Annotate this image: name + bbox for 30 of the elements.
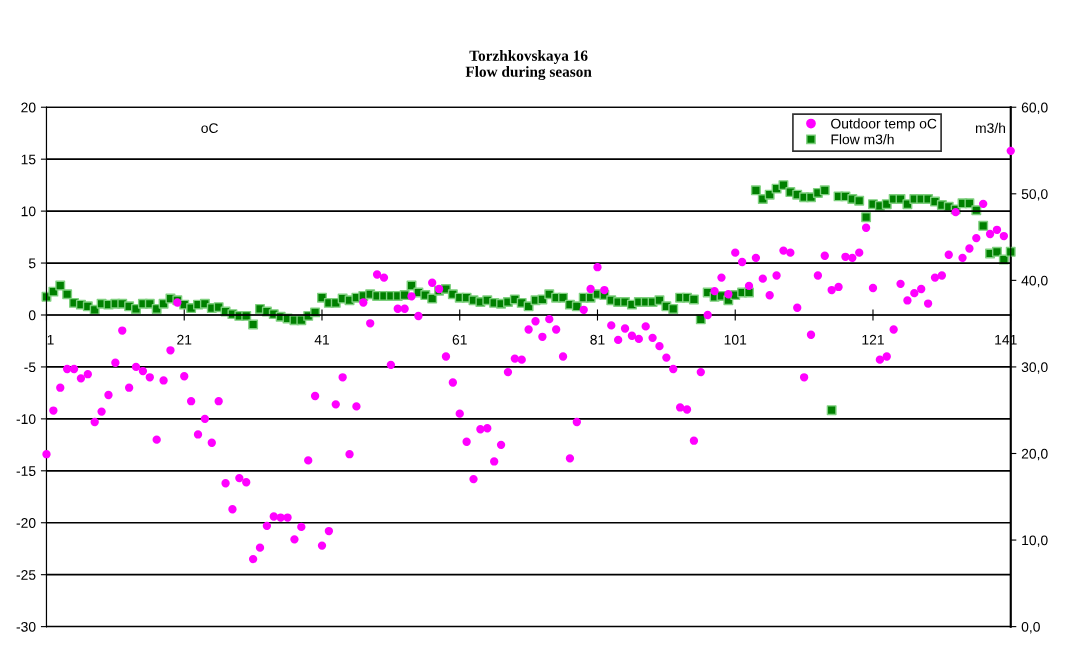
y-tick-label: 20 — [21, 102, 36, 113]
y-tick-label: 5 — [28, 258, 36, 269]
legend-label: Outdoor temp oC — [831, 118, 937, 132]
y-tick-label: -15 — [16, 466, 36, 476]
x-tick-label: 21 — [177, 334, 192, 345]
y2-tick-label: 50,0 — [1021, 189, 1048, 201]
y-tick-label: 0 — [28, 310, 36, 321]
y2-axis-title: m3/h — [975, 122, 1006, 134]
y-axis-title: oC — [201, 123, 218, 134]
y-tick-label: -20 — [16, 518, 36, 528]
x-tick-label: 121 — [862, 334, 884, 345]
y2-tick-label: 40,0 — [1021, 275, 1048, 288]
chart-title: Torzhkovskaya 16 Flow during season — [465, 50, 592, 81]
x-tick-label: 101 — [724, 334, 747, 345]
y-tick-label: -30 — [16, 621, 36, 632]
legend-label: Flow m3/h — [831, 134, 894, 145]
y2-tick-label: 60,0 — [1021, 102, 1048, 115]
y-tick-label: 15 — [21, 154, 36, 165]
y-tick-label: 10 — [21, 206, 36, 217]
x-tick-label: 41 — [314, 334, 330, 345]
y2-tick-label: 30,0 — [1021, 362, 1048, 374]
x-tick-label: 81 — [590, 334, 605, 345]
y-tick-label: -10 — [16, 414, 36, 425]
x-tick-label: 1 — [47, 334, 54, 345]
x-tick-label: 61 — [452, 334, 467, 345]
y2-tick-label: 20,0 — [1021, 448, 1048, 461]
y-tick-label: -25 — [16, 570, 36, 580]
y-tick-label: -5 — [24, 362, 36, 373]
y2-tick-label: 0,0 — [1021, 621, 1040, 634]
y2-tick-label: 10,0 — [1022, 535, 1048, 547]
